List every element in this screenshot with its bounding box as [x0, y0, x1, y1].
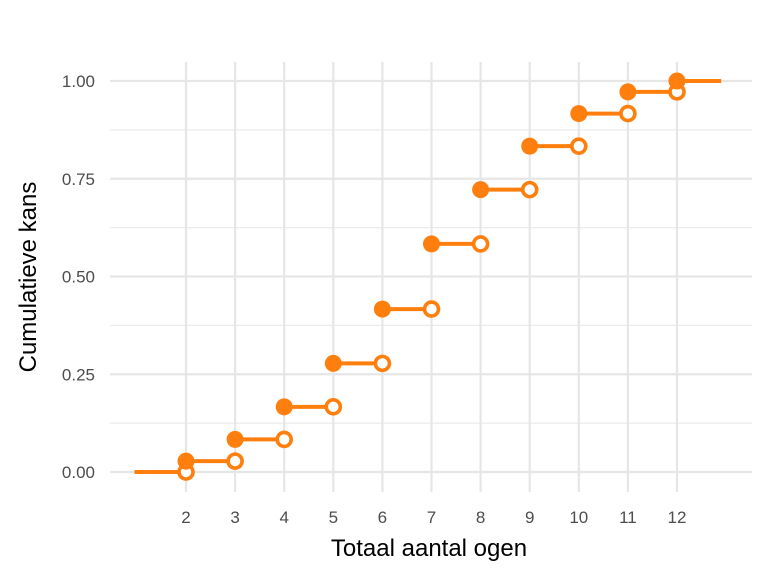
- y-tick-label: 0.50: [62, 268, 95, 287]
- open-point: [275, 430, 294, 449]
- x-tick-label: 11: [619, 508, 637, 527]
- open-point: [324, 398, 343, 416]
- x-tick-label: 8: [476, 508, 485, 527]
- closed-point: [668, 72, 686, 90]
- y-tick-label: 0.75: [62, 170, 95, 189]
- open-point: [226, 452, 244, 470]
- closed-point: [177, 452, 195, 470]
- y-tick-label: 1.00: [62, 72, 95, 91]
- closed-point: [275, 398, 293, 416]
- open-point: [569, 137, 588, 155]
- closed-point: [521, 137, 539, 155]
- closed-point: [324, 354, 342, 372]
- y-tick-label: 0.25: [62, 365, 95, 384]
- closed-point: [373, 300, 391, 318]
- open-point: [619, 104, 637, 123]
- open-point: [520, 180, 539, 199]
- closed-point: [226, 430, 244, 448]
- x-tick-label: 2: [181, 508, 190, 527]
- x-tick-labels: 2 3 4 5 6 7 8 9 10 11 12: [181, 508, 686, 527]
- open-points: [177, 83, 686, 481]
- x-tick-label: 12: [668, 508, 687, 527]
- closed-points: [177, 72, 686, 470]
- major-gridlines: [110, 62, 752, 492]
- x-axis-title: Totaal aantal ogen: [331, 535, 527, 562]
- closed-point: [472, 181, 490, 199]
- x-tick-label: 5: [329, 508, 338, 527]
- open-point: [422, 300, 441, 318]
- x-tick-label: 4: [279, 508, 288, 527]
- x-tick-label: 7: [427, 508, 436, 527]
- y-tick-labels: 0.00 0.25 0.50 0.75 1.00: [62, 72, 95, 482]
- y-tick-label: 0.00: [62, 463, 95, 482]
- x-tick-label: 6: [378, 508, 387, 527]
- x-tick-label: 9: [525, 508, 534, 527]
- closed-point: [570, 105, 588, 123]
- x-tick-label: 3: [230, 508, 239, 527]
- y-axis-title: Cumulatieve kans: [15, 182, 42, 373]
- x-tick-label: 10: [569, 508, 588, 527]
- closed-point: [423, 235, 440, 253]
- open-point: [471, 235, 490, 253]
- closed-point: [619, 83, 637, 101]
- open-point: [373, 354, 392, 373]
